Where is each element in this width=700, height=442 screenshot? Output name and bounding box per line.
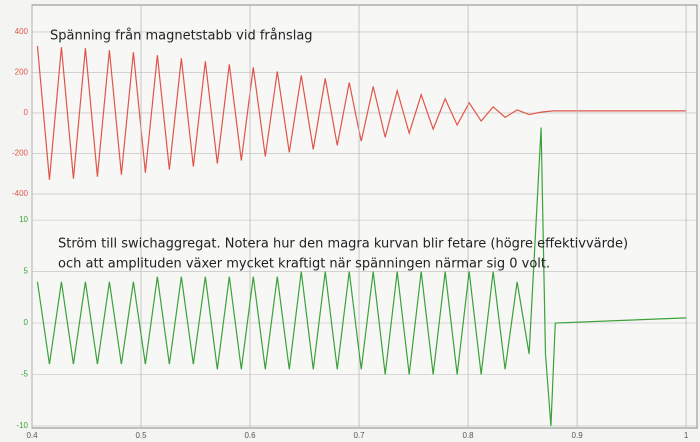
annotation: Ström till swichaggregat. Notera hur den…	[58, 237, 628, 252]
y-tick-label: -5	[21, 370, 29, 379]
top-title: Spänning från magnetstabb vid frånslag	[50, 29, 313, 44]
y-tick-label: 5	[24, 267, 29, 276]
data-line	[36, 127, 687, 426]
x-tick-label: 0.9	[572, 431, 584, 440]
x-tick-label: 0.6	[244, 431, 256, 440]
annotation: och att amplituden växer mycket kraftigt…	[58, 257, 550, 272]
data-line	[36, 46, 687, 180]
x-tick-label: 0.8	[463, 431, 475, 440]
y-tick-label: 200	[15, 68, 29, 77]
x-tick-label: 1	[684, 431, 689, 440]
x-tick-label: 0.7	[353, 431, 365, 440]
y-tick-label: -400	[12, 189, 29, 198]
y-tick-label: 0	[24, 108, 29, 117]
x-tick-label: 0.4	[26, 431, 38, 440]
x-tick-label: 0.5	[135, 431, 147, 440]
plot-area	[31, 4, 698, 429]
y-tick-label: -10	[16, 421, 28, 430]
y-tick-label: -200	[12, 149, 29, 158]
y-tick-label: 0	[24, 318, 29, 327]
y-tick-label: 400	[15, 27, 29, 36]
y-tick-label: 10	[19, 215, 28, 224]
